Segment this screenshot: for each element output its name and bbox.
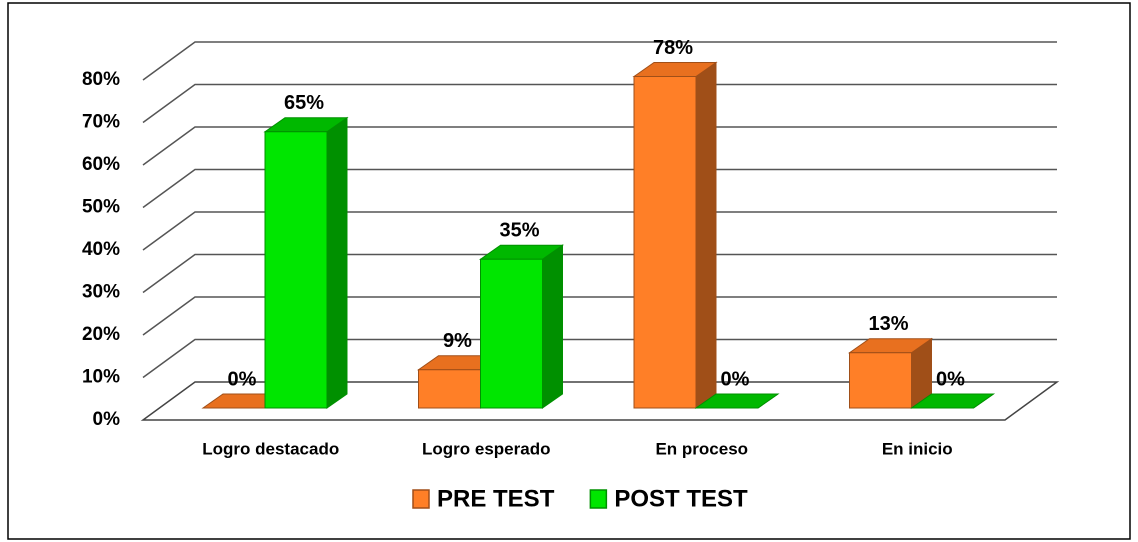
bar — [694, 393, 780, 409]
bar — [909, 393, 996, 409]
bar — [478, 244, 565, 409]
y-tick-label: 70% — [82, 112, 120, 133]
grid-line — [142, 41, 1057, 81]
grid-line — [142, 296, 1057, 336]
x-tick-label: Logro destacado — [202, 439, 339, 458]
y-tick-label: 20% — [82, 324, 120, 345]
value-label: 65% — [284, 92, 324, 114]
legend-label: PRE TEST — [437, 485, 555, 512]
y-tick-label: 30% — [82, 282, 120, 303]
legend-swatch — [412, 489, 430, 509]
bar-front — [264, 131, 328, 409]
y-tick-label: 10% — [82, 367, 120, 388]
x-tick-label: En inicio — [882, 439, 953, 458]
x-tick-label: En proceso — [655, 439, 748, 458]
grid-line — [142, 211, 1057, 251]
y-tick-label: 0% — [93, 409, 121, 430]
bar — [847, 337, 934, 409]
value-label: 0% — [936, 368, 965, 390]
y-tick-label: 50% — [82, 197, 120, 218]
grid-line — [142, 83, 1057, 124]
floor — [140, 381, 1060, 421]
value-label: 0% — [721, 368, 750, 390]
grid-line — [142, 168, 1057, 209]
bar-front — [849, 352, 912, 409]
legend-label: POST TEST — [614, 485, 748, 512]
grid-line — [142, 338, 1057, 379]
value-label: 9% — [443, 330, 472, 352]
value-label: 35% — [499, 220, 539, 242]
grid-line — [142, 253, 1057, 294]
bar-top — [694, 393, 780, 409]
chart-border — [7, 2, 1131, 540]
bar — [632, 61, 718, 409]
legend-swatch — [589, 489, 608, 509]
x-tick-label: Logro esperado — [422, 439, 550, 458]
y-tick-label: 60% — [82, 154, 120, 175]
value-label: 0% — [228, 368, 257, 390]
bar-front — [633, 76, 697, 409]
value-label: 78% — [653, 37, 693, 59]
bar — [263, 116, 349, 409]
bar-front — [480, 258, 543, 409]
value-label: 13% — [868, 313, 908, 335]
bar-side — [695, 61, 717, 409]
y-tick-label: 40% — [82, 239, 120, 260]
y-tick-label: 80% — [82, 69, 120, 90]
bar-side — [326, 116, 348, 409]
bar-front — [418, 369, 481, 409]
grid-line — [142, 126, 1057, 166]
bar-top — [909, 393, 996, 409]
bar-side — [542, 244, 563, 409]
